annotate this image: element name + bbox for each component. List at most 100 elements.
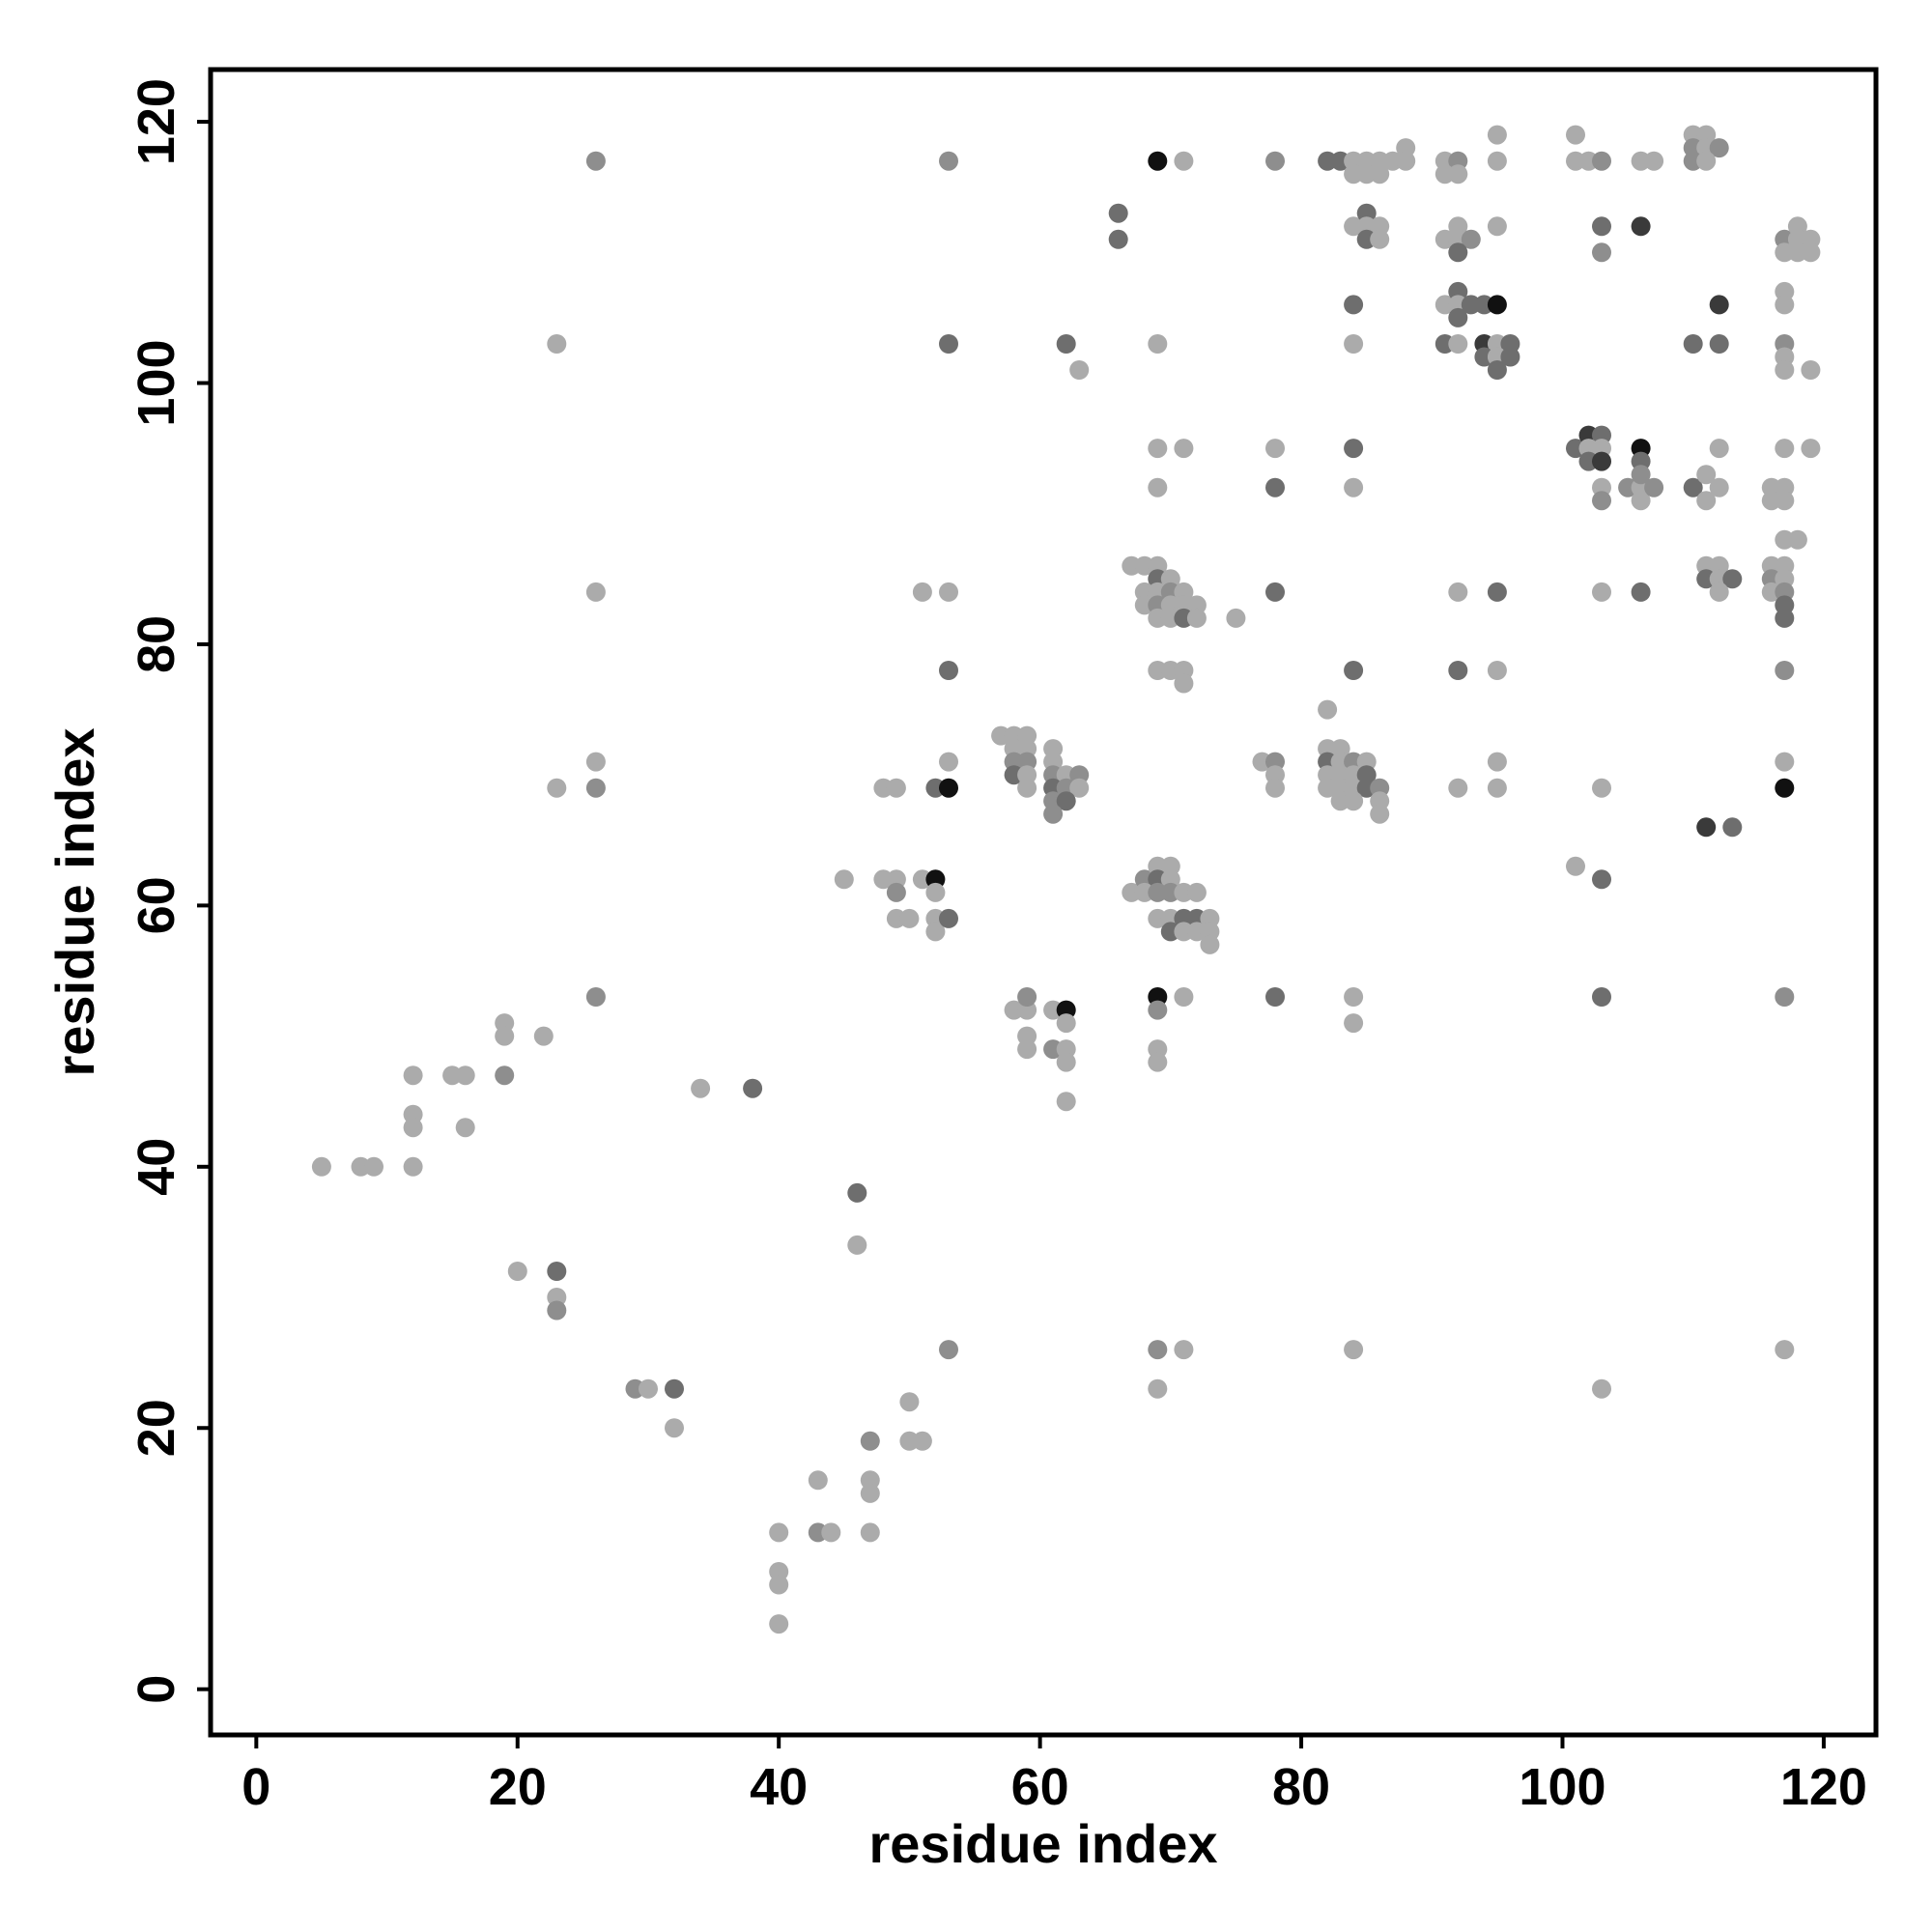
scatter-point bbox=[925, 922, 946, 942]
scatter-point bbox=[1174, 151, 1194, 171]
scatter-point bbox=[1043, 804, 1064, 824]
scatter-point bbox=[403, 1156, 423, 1177]
scatter-point bbox=[1265, 477, 1285, 497]
scatter-point bbox=[1709, 477, 1729, 497]
scatter-point bbox=[1344, 334, 1364, 354]
x-tick-label: 80 bbox=[1272, 1758, 1330, 1816]
scatter-point bbox=[1344, 791, 1364, 811]
y-tick-label: 100 bbox=[128, 339, 185, 426]
scatter-point bbox=[939, 582, 958, 602]
scatter-point bbox=[899, 908, 920, 928]
scatter-point bbox=[1265, 582, 1285, 602]
scatter-point bbox=[912, 1431, 932, 1451]
scatter-point bbox=[1056, 1092, 1076, 1112]
scatter-point bbox=[899, 1392, 920, 1412]
scatter-point bbox=[547, 778, 567, 798]
x-tick-label: 100 bbox=[1519, 1758, 1605, 1816]
scatter-point bbox=[1017, 778, 1037, 798]
x-tick-label: 60 bbox=[1011, 1758, 1069, 1816]
scatter-point bbox=[1265, 439, 1285, 459]
scatter-point bbox=[769, 1575, 789, 1595]
scatter-point bbox=[1056, 1052, 1076, 1072]
scatter-point bbox=[1174, 1340, 1194, 1360]
scatter-point bbox=[1775, 295, 1795, 315]
scatter-point bbox=[1775, 360, 1795, 380]
scatter-point bbox=[1709, 334, 1729, 354]
scatter-point bbox=[939, 661, 958, 680]
scatter-point bbox=[1344, 1013, 1364, 1034]
scatter-point bbox=[639, 1378, 658, 1399]
x-tick-label: 120 bbox=[1780, 1758, 1867, 1816]
scatter-point bbox=[1801, 439, 1821, 459]
scatter-point bbox=[939, 752, 958, 772]
scatter-point bbox=[1148, 151, 1168, 171]
scatter-point bbox=[939, 1340, 958, 1360]
scatter-point bbox=[939, 908, 958, 928]
scatter-point bbox=[585, 778, 606, 798]
scatter-point bbox=[860, 1522, 880, 1543]
scatter-point bbox=[1775, 491, 1795, 511]
scatter-point bbox=[1174, 987, 1194, 1007]
scatter-point bbox=[1056, 334, 1076, 354]
scatter-point bbox=[1448, 307, 1468, 327]
scatter-point bbox=[1186, 608, 1207, 628]
scatter-point bbox=[1487, 752, 1507, 772]
scatter-point bbox=[507, 1262, 527, 1281]
scatter-point bbox=[1448, 242, 1468, 263]
y-axis-title: residue index bbox=[44, 727, 105, 1076]
scatter-point bbox=[1448, 778, 1468, 798]
scatter-point bbox=[1644, 477, 1664, 497]
scatter-point bbox=[1500, 347, 1520, 367]
y-tick-label: 0 bbox=[128, 1675, 185, 1704]
scatter-point bbox=[860, 1431, 880, 1451]
scatter-point bbox=[1487, 778, 1507, 798]
scatter-point bbox=[1318, 699, 1338, 720]
scatter-point bbox=[311, 1156, 331, 1177]
scatter-point bbox=[1148, 1378, 1168, 1399]
scatter-point bbox=[1344, 477, 1364, 497]
scatter-point bbox=[743, 1078, 763, 1098]
scatter-point bbox=[547, 1300, 567, 1321]
scatter-point bbox=[769, 1522, 789, 1543]
y-tick-label: 40 bbox=[128, 1138, 185, 1196]
scatter-point bbox=[1487, 295, 1507, 315]
scatter-point bbox=[1108, 203, 1128, 223]
scatter-point bbox=[821, 1522, 841, 1543]
scatter-point bbox=[1566, 125, 1585, 145]
scatter-point bbox=[495, 1065, 515, 1086]
scatter-point bbox=[912, 582, 932, 602]
scatter-point bbox=[1069, 360, 1090, 380]
scatter-point bbox=[691, 1078, 711, 1098]
scatter-point bbox=[847, 1235, 867, 1255]
scatter-point bbox=[1696, 817, 1717, 838]
scatter-point bbox=[1592, 451, 1611, 471]
scatter-point bbox=[1592, 216, 1611, 237]
scatter-point bbox=[1775, 1340, 1795, 1360]
scatter-point bbox=[1265, 151, 1285, 171]
scatter-point bbox=[1148, 477, 1168, 497]
scatter-point bbox=[1631, 465, 1651, 485]
scatter-point bbox=[1801, 242, 1821, 263]
scatter-point bbox=[1174, 673, 1194, 694]
scatter-point bbox=[808, 1470, 828, 1491]
scatter-point bbox=[1448, 582, 1468, 602]
scatter-point bbox=[1775, 661, 1795, 680]
scatter-point bbox=[1592, 1378, 1611, 1399]
x-axis-title: residue index bbox=[868, 1813, 1217, 1874]
scatter-point bbox=[547, 334, 567, 354]
scatter-point bbox=[1644, 151, 1664, 171]
scatter-point bbox=[1344, 295, 1364, 315]
scatter-point bbox=[1370, 229, 1390, 249]
x-tick-label: 40 bbox=[750, 1758, 808, 1816]
scatter-point bbox=[1709, 138, 1729, 158]
scatter-point bbox=[1487, 582, 1507, 602]
scatter-point bbox=[455, 1065, 475, 1086]
plot-frame bbox=[208, 67, 1879, 1738]
scatter-point bbox=[1592, 582, 1611, 602]
scatter-point bbox=[1722, 817, 1743, 838]
scatter-point bbox=[1631, 582, 1651, 602]
scatter-point bbox=[1487, 661, 1507, 680]
scatter-point bbox=[1265, 987, 1285, 1007]
scatter-point bbox=[1775, 778, 1795, 798]
